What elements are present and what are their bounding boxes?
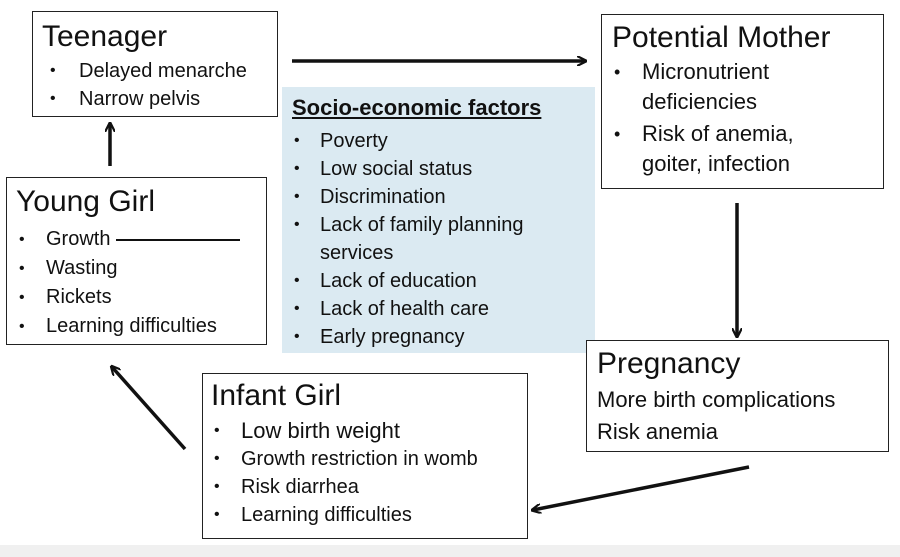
list-item: • Low birth weight: [211, 417, 527, 445]
bullet: •: [214, 450, 220, 467]
list-item: • Risk diarrhea: [211, 473, 527, 501]
bullet: •: [294, 132, 300, 149]
socio-economic-factors-panel: Socio-economic factors • Poverty • Low soc…: [282, 87, 595, 353]
list-item: • Delayed menarche: [42, 57, 277, 85]
infant-girl-list: • Low birth weight • Growth restriction in…: [211, 417, 527, 529]
bullet: •: [50, 90, 56, 107]
bullet: •: [214, 478, 220, 495]
list-item: • Lack of family planning services: [292, 211, 595, 267]
bottom-bar: [0, 545, 900, 557]
list-item: • Poverty: [292, 127, 595, 155]
arrow-infant-to-younggirl: [112, 367, 187, 451]
bullet: •: [294, 160, 300, 177]
item-text: Learning difficulties: [241, 504, 412, 526]
arrow-pregnancy-to-infant: [533, 465, 750, 510]
bullet: •: [214, 422, 220, 439]
bullet: •: [294, 216, 300, 233]
item-text: Low birth weight: [241, 418, 400, 443]
bullet: •: [19, 289, 25, 306]
list-item: • Micronutrient deficiencies: [612, 57, 883, 117]
blank-line: [116, 239, 241, 241]
teenager-box: Teenager • Delayed menarche • Narrow pelvi…: [32, 11, 278, 117]
factor-text: Early pregnancy: [320, 326, 465, 348]
list-item: • Rickets: [16, 283, 266, 312]
list-item: • Early pregnancy: [292, 323, 595, 351]
bullet: •: [614, 62, 621, 82]
young-girl-box: Young Girl • Growth • Wasting • Rickets • Le…: [6, 177, 267, 345]
infant-girl-box: Infant Girl • Low birth weight • Growth re…: [202, 373, 528, 539]
bullet: •: [19, 318, 25, 335]
list-item: • Low social status: [292, 155, 595, 183]
teenager-title: Teenager: [42, 20, 168, 53]
list-item: • Discrimination: [292, 183, 595, 211]
young-girl-title: Young Girl: [16, 185, 155, 218]
infant-girl-title: Infant Girl: [211, 379, 342, 412]
teenager-list: • Delayed menarche • Narrow pelvis: [42, 57, 277, 113]
socio-economic-title: Socio-economic factors: [292, 95, 542, 120]
item-text: Risk of anemia, goiter, infection: [642, 121, 794, 176]
list-item: • Lack of health care: [292, 295, 595, 323]
item-text: Micronutrient deficiencies: [642, 59, 770, 114]
item-text: Delayed menarche: [79, 60, 247, 82]
young-girl-list: • Growth • Wasting • Rickets • Learning diff…: [16, 225, 266, 341]
list-item: • Lack of education: [292, 267, 595, 295]
factor-text: Discrimination: [320, 186, 446, 208]
potential-mother-list: • Micronutrient deficiencies • Risk of ane…: [612, 57, 883, 179]
bullet: •: [50, 62, 56, 79]
list-item: • Learning difficulties: [211, 501, 527, 529]
pregnancy-box: Pregnancy More birth complications Risk …: [586, 340, 889, 452]
pregnancy-line: More birth complications: [597, 387, 836, 412]
bullet: •: [294, 300, 300, 317]
list-item: • Wasting: [16, 254, 266, 283]
factor-text: Poverty: [320, 130, 388, 152]
list-item: • Growth: [16, 225, 266, 254]
list-item: • Risk of anemia, goiter, infection: [612, 119, 883, 179]
list-item: • Growth restriction in womb: [211, 445, 527, 473]
bullet: •: [614, 124, 621, 144]
factor-text: Lack of health care: [320, 298, 489, 320]
factor-text: Lack of education: [320, 270, 477, 292]
bullet: •: [19, 231, 25, 248]
factor-text: Low social status: [320, 158, 473, 180]
list-item: • Narrow pelvis: [42, 85, 277, 113]
potential-mother-box: Potential Mother • Micronutrient deficien…: [601, 14, 884, 189]
factor-text: Lack of family planning services: [320, 214, 524, 264]
pregnancy-line: Risk anemia: [597, 419, 719, 444]
item-text: Learning difficulties: [46, 315, 217, 337]
bullet: •: [19, 260, 25, 277]
item-text: Risk diarrhea: [241, 476, 359, 498]
item-text: Growth restriction in womb: [241, 448, 478, 470]
item-text: Narrow pelvis: [79, 88, 201, 110]
bullet: •: [294, 188, 300, 205]
socio-economic-list: • Poverty • Low social status • Discriminat…: [292, 127, 595, 351]
item-text: Growth: [46, 228, 111, 250]
item-text: Rickets: [46, 286, 112, 308]
potential-mother-title: Potential Mother: [612, 21, 831, 54]
list-item: • Learning difficulties: [16, 312, 266, 341]
bullet: •: [214, 506, 220, 523]
pregnancy-title: Pregnancy: [597, 347, 741, 380]
bullet: •: [294, 272, 300, 289]
bullet: •: [294, 328, 300, 345]
item-text: Wasting: [46, 257, 118, 279]
